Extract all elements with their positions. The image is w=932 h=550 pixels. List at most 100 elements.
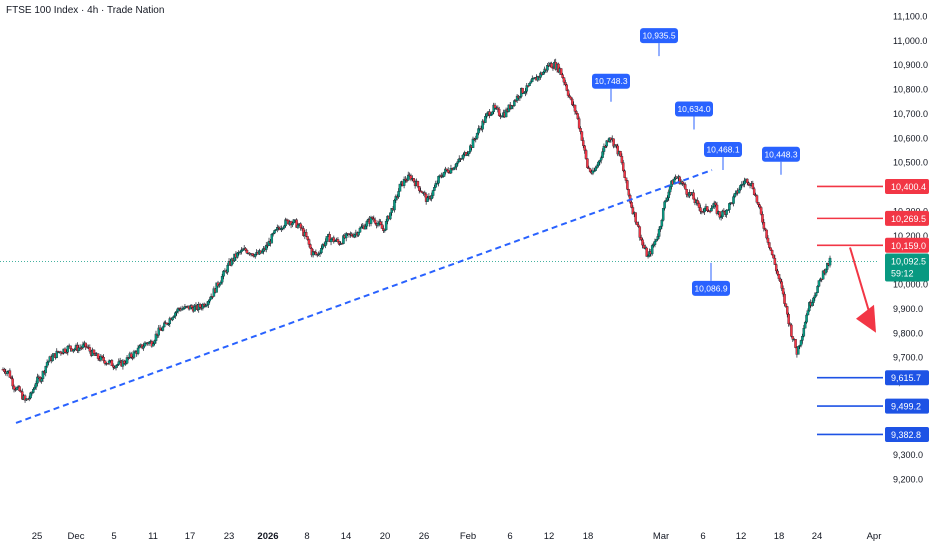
annotation-label[interactable]: 10,468.1 <box>704 141 742 170</box>
candle <box>442 171 446 178</box>
candle-body <box>318 252 322 255</box>
candle-body <box>816 286 819 293</box>
candle <box>309 243 312 249</box>
annotation-label[interactable]: 10,634.0 <box>675 101 713 130</box>
support-level[interactable]: 9,499.2 <box>817 398 929 414</box>
candle-body <box>446 169 450 173</box>
candle-body <box>761 214 764 223</box>
candle-body <box>304 232 308 237</box>
candle-body <box>755 195 759 203</box>
candle-body <box>481 120 484 130</box>
trendline[interactable] <box>15 169 713 424</box>
candle-body <box>114 365 118 369</box>
candle-body <box>737 189 741 194</box>
candle <box>746 178 749 186</box>
candle-body <box>746 178 749 183</box>
time-tick-label: 5 <box>111 531 116 542</box>
resistance-level[interactable]: 10,400.4 <box>817 178 929 194</box>
candle-body <box>728 203 731 210</box>
price-tick-label: 11,100.0 <box>893 12 927 22</box>
chart-title: FTSE 100 Index · 4h · Trade Nation <box>6 5 165 16</box>
support-level[interactable]: 9,615.7 <box>817 370 929 386</box>
support-level-tag <box>885 370 929 386</box>
candle <box>273 230 276 234</box>
candle <box>715 201 719 216</box>
candle <box>180 305 184 311</box>
candle <box>602 143 606 155</box>
time-tick-label: 14 <box>341 531 352 542</box>
candle-body <box>241 249 245 251</box>
candle <box>637 221 640 228</box>
candle <box>88 344 92 354</box>
candle-body <box>626 180 629 190</box>
candle-body <box>220 276 224 283</box>
candle <box>579 126 582 135</box>
time-axis[interactable]: 25 Dec 5 11 17 23 2026 8 14 20 26 Feb 6 12 18 Mar 6 12 18 2… <box>32 531 882 542</box>
candle-body <box>117 361 121 365</box>
candle-body <box>565 84 568 91</box>
annotation-label[interactable]: 10,935.5 <box>640 28 678 57</box>
current-price-tag[interactable]: 10,092.5 59:12 <box>885 253 929 282</box>
resistance-level[interactable]: 10,159.0 <box>817 237 929 253</box>
candle <box>631 205 635 215</box>
candle <box>102 354 105 363</box>
candle <box>620 153 624 165</box>
candle-body <box>524 91 527 94</box>
candle <box>660 218 664 230</box>
candle <box>455 162 458 171</box>
resistance-level-tag-text: 10,400.4 <box>891 182 926 192</box>
candle <box>657 226 661 240</box>
candle-body <box>116 364 119 366</box>
candle <box>725 209 728 218</box>
candle-body <box>824 269 828 274</box>
candle <box>612 138 615 149</box>
candle-body <box>627 189 631 196</box>
candle <box>384 218 388 231</box>
candle <box>110 358 114 367</box>
resistance-level[interactable]: 10,269.5 <box>817 210 929 226</box>
candle-body <box>562 77 566 83</box>
candle <box>462 152 465 161</box>
candle <box>497 106 501 117</box>
annotation-label[interactable]: 10,448.3 <box>762 146 800 175</box>
annotation-box <box>640 28 678 44</box>
candle-body <box>759 207 763 215</box>
candle-body <box>245 250 249 254</box>
candle <box>245 248 249 254</box>
candle-body <box>174 312 177 317</box>
candle <box>766 235 770 245</box>
candle <box>59 350 63 356</box>
support-level[interactable]: 9,382.8 <box>817 426 929 442</box>
candle-body <box>251 253 254 256</box>
candle <box>136 344 140 356</box>
candle <box>66 345 70 356</box>
candle-body <box>73 348 76 351</box>
candle <box>661 208 665 222</box>
candle-body <box>84 342 87 347</box>
candle-body <box>442 171 446 177</box>
candle <box>365 219 369 230</box>
candle-body <box>324 241 327 246</box>
candle-body <box>500 116 504 118</box>
candle <box>801 333 804 344</box>
candle-body <box>575 111 578 114</box>
candle-body <box>96 353 100 359</box>
candle <box>762 218 766 232</box>
support-level-tag-text: 9,615.7 <box>891 373 921 383</box>
candle-body <box>657 229 661 237</box>
candle-body <box>587 167 591 169</box>
annotation-label[interactable]: 10,748.3 <box>592 73 630 102</box>
candle-body <box>571 98 574 105</box>
annotation-label[interactable]: 10,086.9 <box>692 262 730 296</box>
candle <box>158 324 162 330</box>
candle <box>565 83 568 92</box>
candle-body <box>238 251 242 254</box>
candle <box>207 300 210 308</box>
candle-body <box>376 223 380 226</box>
candle-body <box>752 188 756 196</box>
candle-body <box>747 182 750 185</box>
candle <box>393 198 396 213</box>
candle <box>594 165 597 172</box>
time-tick-label: 11 <box>148 531 158 542</box>
